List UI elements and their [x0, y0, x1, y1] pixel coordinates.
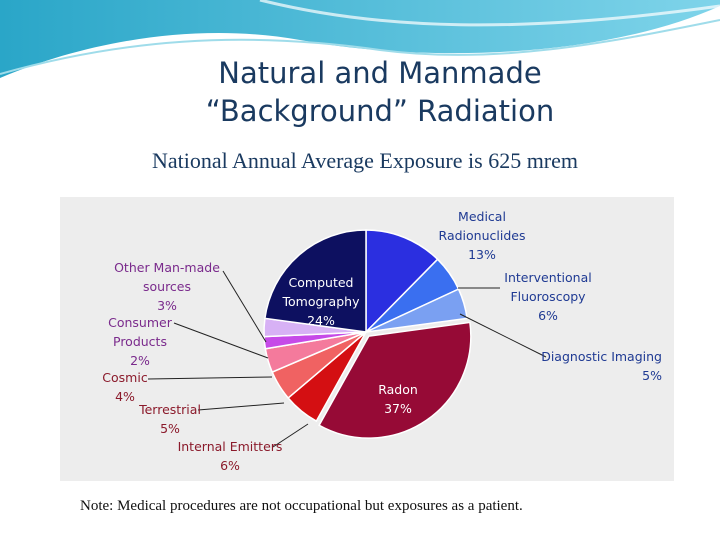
- leader-line-internal-emitters: [272, 423, 309, 448]
- pie-labels: Medical Radionuclides 13% Interventional Flu…: [102, 209, 662, 473]
- pie-slice-computed-tomography: [264, 229, 367, 333]
- slice-label-consumer-products: Consumer Products 2%: [108, 315, 173, 368]
- slide-subtitle: National Annual Average Exposure is 625 …: [151, 148, 579, 173]
- footnote: Note: Medical procedures are not occupat…: [80, 498, 523, 514]
- pie-slice-medical-radionuclides: [365, 229, 439, 334]
- leader-line-terrestrial: [197, 402, 285, 411]
- chart-panel: Medical Radionuclides 13% Interventional Flu…: [60, 197, 674, 481]
- slice-label-computed-tomography: Computed Tomography 24%: [282, 275, 361, 328]
- pie-slice-diagnostic-imaging: [365, 288, 468, 333]
- slice-label-cosmic: Cosmic 4%: [102, 370, 148, 404]
- slice-label-radon: Radon 37%: [378, 382, 418, 416]
- leader-line-other-man-made-sources: [222, 270, 267, 343]
- slice-label-terrestrial: Terrestrial 5%: [138, 402, 201, 436]
- slide-title: Natural and Manmade “Background” Radiati…: [0, 54, 720, 130]
- header-wave-band: [0, 0, 720, 78]
- slice-label-internal-emitters: Internal Emitters 6%: [178, 439, 283, 473]
- leader-line-diagnostic-imaging: [459, 313, 547, 358]
- slice-label-other-man-made-sources: Other Man-made sources 3%: [114, 260, 220, 313]
- pie-chart: Medical Radionuclides 13% Interventional Flu…: [102, 209, 662, 473]
- leader-line-cosmic: [147, 376, 273, 380]
- header-wave-highlight: [259, 0, 720, 27]
- slice-label-medical-radionuclides: Medical Radionuclides 13%: [439, 209, 526, 262]
- slice-label-interventional-fluoroscopy: Interventional Fluoroscopy 6%: [504, 270, 591, 323]
- pie-slice-radon: [318, 321, 472, 439]
- title-line-2: “Background” Radiation: [205, 94, 555, 128]
- slice-label-diagnostic-imaging: Diagnostic Imaging 5%: [541, 349, 662, 383]
- pie-slices: [263, 229, 472, 439]
- header-decoration: [0, 0, 720, 78]
- leader-line-consumer-products: [173, 322, 269, 359]
- header-wave-line: [0, 19, 720, 75]
- title-line-1: Natural and Manmade: [218, 56, 542, 90]
